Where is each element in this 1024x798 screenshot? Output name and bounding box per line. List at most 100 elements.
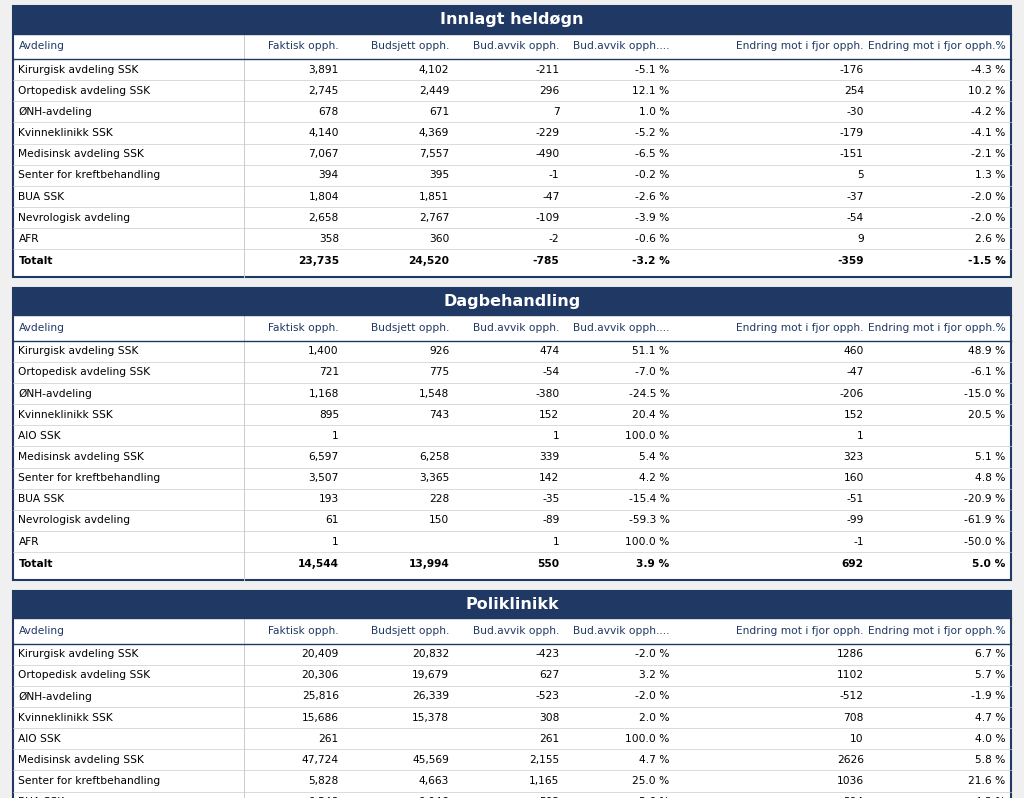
Text: 48.9 %: 48.9 % <box>969 346 1006 357</box>
Text: 20,306: 20,306 <box>301 670 339 681</box>
Text: 5.6 %: 5.6 % <box>639 797 670 798</box>
Text: -1: -1 <box>853 536 864 547</box>
Text: -179: -179 <box>840 128 864 138</box>
Text: 20.5 %: 20.5 % <box>969 409 1006 420</box>
Text: 2,449: 2,449 <box>419 85 450 96</box>
Text: -4.3 %: -4.3 % <box>971 65 1006 75</box>
Text: Totalt: Totalt <box>18 559 53 569</box>
Text: 9: 9 <box>857 234 864 244</box>
Text: -7.0 %: -7.0 % <box>635 367 670 377</box>
Text: 25,816: 25,816 <box>302 691 339 701</box>
Text: 20,409: 20,409 <box>301 649 339 659</box>
Text: 61: 61 <box>326 516 339 526</box>
Text: Avdeling: Avdeling <box>18 41 65 51</box>
Text: 5.0 %: 5.0 % <box>972 559 1006 569</box>
Text: 708: 708 <box>844 713 864 723</box>
Text: 7,557: 7,557 <box>419 149 450 160</box>
Text: Endring mot i fjor opph.%: Endring mot i fjor opph.% <box>867 626 1006 636</box>
Text: Faktisk opph.: Faktisk opph. <box>268 323 339 333</box>
Text: Budsjett opph.: Budsjett opph. <box>371 323 450 333</box>
Text: 13,994: 13,994 <box>409 559 450 569</box>
Text: Senter for kreftbehandling: Senter for kreftbehandling <box>18 473 161 484</box>
Text: 1: 1 <box>332 536 339 547</box>
Text: -211: -211 <box>536 65 559 75</box>
Text: 627: 627 <box>539 670 559 681</box>
Text: 1,165: 1,165 <box>529 776 559 786</box>
Text: -15.0 %: -15.0 % <box>965 389 1006 399</box>
Text: Faktisk opph.: Faktisk opph. <box>268 626 339 636</box>
Text: Bud.avvik opph.: Bud.avvik opph. <box>473 41 559 51</box>
Text: 358: 358 <box>318 234 339 244</box>
Text: Medisinsk avdeling SSK: Medisinsk avdeling SSK <box>18 149 144 160</box>
Text: Kirurgisk avdeling SSK: Kirurgisk avdeling SSK <box>18 65 139 75</box>
Text: -54: -54 <box>542 367 559 377</box>
Text: Ortopedisk avdeling SSK: Ortopedisk avdeling SSK <box>18 670 151 681</box>
Text: 7,067: 7,067 <box>308 149 339 160</box>
Text: -490: -490 <box>536 149 559 160</box>
Text: 10.2 %: 10.2 % <box>969 85 1006 96</box>
Text: 395: 395 <box>429 170 450 180</box>
Text: 5.4 %: 5.4 % <box>639 452 670 462</box>
Text: 5.7 %: 5.7 % <box>975 670 1006 681</box>
Text: 1: 1 <box>553 431 559 441</box>
Text: 15,686: 15,686 <box>302 713 339 723</box>
Text: 142: 142 <box>539 473 559 484</box>
Text: 3,507: 3,507 <box>308 473 339 484</box>
Text: 474: 474 <box>539 346 559 357</box>
Text: -109: -109 <box>536 212 559 223</box>
Text: 743: 743 <box>429 409 450 420</box>
Text: -2.0 %: -2.0 % <box>635 649 670 659</box>
Text: -2.0 %: -2.0 % <box>971 192 1006 202</box>
Text: 775: 775 <box>429 367 450 377</box>
Text: 2.0 %: 2.0 % <box>639 713 670 723</box>
Text: 3,365: 3,365 <box>419 473 450 484</box>
Text: 671: 671 <box>429 107 450 117</box>
Text: -380: -380 <box>536 389 559 399</box>
Text: 24,520: 24,520 <box>409 255 450 266</box>
Text: ØNH-avdeling: ØNH-avdeling <box>18 107 92 117</box>
Text: -51: -51 <box>847 494 864 504</box>
Text: 19,679: 19,679 <box>412 670 450 681</box>
Text: 1036: 1036 <box>837 776 864 786</box>
Text: Endring mot i fjor opph.: Endring mot i fjor opph. <box>736 626 864 636</box>
Text: 5,828: 5,828 <box>308 776 339 786</box>
Text: 152: 152 <box>844 409 864 420</box>
Text: 1.3 %: 1.3 % <box>975 170 1006 180</box>
Bar <box>13 591 1011 618</box>
Text: 360: 360 <box>429 234 450 244</box>
Text: 20.4 %: 20.4 % <box>632 409 670 420</box>
Text: -1.9 %: -1.9 % <box>971 691 1006 701</box>
Text: AIO SSK: AIO SSK <box>18 733 61 744</box>
Text: -37: -37 <box>847 192 864 202</box>
Text: -2.6 %: -2.6 % <box>635 192 670 202</box>
Text: Endring mot i fjor opph.%: Endring mot i fjor opph.% <box>867 323 1006 333</box>
Text: Nevrologisk avdeling: Nevrologisk avdeling <box>18 516 130 526</box>
Text: -785: -785 <box>532 255 559 266</box>
Text: 193: 193 <box>318 494 339 504</box>
Text: 261: 261 <box>318 733 339 744</box>
Text: -2.0 %: -2.0 % <box>635 691 670 701</box>
Text: 1: 1 <box>857 431 864 441</box>
Text: 5: 5 <box>857 170 864 180</box>
Text: 1,548: 1,548 <box>419 389 450 399</box>
Text: 261: 261 <box>539 733 559 744</box>
Text: Ortopedisk avdeling SSK: Ortopedisk avdeling SSK <box>18 367 151 377</box>
Text: 5.1 %: 5.1 % <box>975 452 1006 462</box>
Text: Senter for kreftbehandling: Senter for kreftbehandling <box>18 170 161 180</box>
Text: BUA SSK: BUA SSK <box>18 797 65 798</box>
Text: -2.1 %: -2.1 % <box>971 149 1006 160</box>
Text: 308: 308 <box>539 713 559 723</box>
Text: 3,891: 3,891 <box>308 65 339 75</box>
Text: 4.7 %: 4.7 % <box>639 755 670 765</box>
Text: -89: -89 <box>542 516 559 526</box>
Text: 9,548: 9,548 <box>308 797 339 798</box>
Text: 4.0 %: 4.0 % <box>975 733 1006 744</box>
Bar <box>13 6 1011 34</box>
Text: Ortopedisk avdeling SSK: Ortopedisk avdeling SSK <box>18 85 151 96</box>
Text: -0.2 %: -0.2 % <box>635 170 670 180</box>
Text: 692: 692 <box>842 559 864 569</box>
Text: Medisinsk avdeling SSK: Medisinsk avdeling SSK <box>18 755 144 765</box>
Text: Endring mot i fjor opph.: Endring mot i fjor opph. <box>736 323 864 333</box>
Text: Bud.avvik opph.: Bud.avvik opph. <box>473 323 559 333</box>
Text: 2,767: 2,767 <box>419 212 450 223</box>
